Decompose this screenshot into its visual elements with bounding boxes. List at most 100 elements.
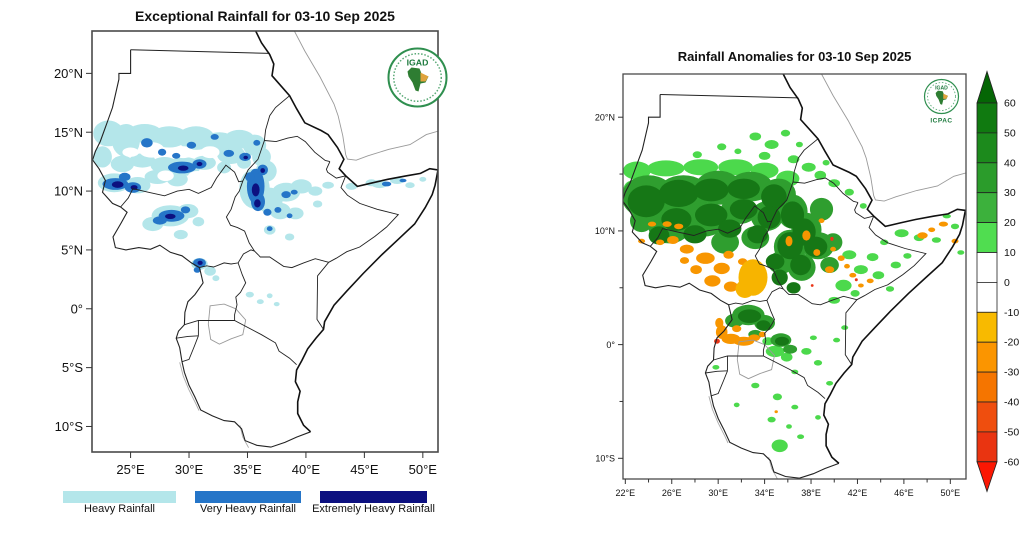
rain-blob [786, 424, 792, 429]
y-tick-label: 5°N [61, 242, 83, 257]
colorbar-tick-label: -20 [1004, 337, 1019, 349]
rain-blob [110, 155, 135, 173]
rain-blob [758, 331, 766, 338]
rain-blob [774, 410, 778, 414]
rain-blob [173, 229, 188, 240]
rain-blob [938, 221, 949, 227]
right-map-axes: 22°E 26°E 30°E 34°E 38°E 42°E 46°E 50°E 20°N 10°N… [595, 73, 967, 498]
colorbar-tick-label: 30 [1004, 187, 1016, 199]
right-map-borders [623, 74, 966, 479]
rain-blob [674, 223, 684, 230]
colorbar-tick-label: -10 [1004, 307, 1019, 319]
rain-blob [281, 191, 291, 199]
rain-blob [791, 404, 799, 410]
rain-blob [118, 172, 131, 181]
rain-blob [765, 253, 785, 270]
rain-blob [683, 225, 707, 244]
igad-region-highlight [943, 93, 948, 99]
africa-silhouette [407, 67, 429, 92]
rain-blob [204, 266, 216, 276]
rain-blob [748, 334, 760, 342]
rain-blob [853, 265, 868, 275]
rain-blob [399, 178, 407, 183]
rain-blob [679, 257, 690, 264]
colorbar-segment [976, 192, 998, 223]
colorbar-segment [976, 371, 998, 403]
x-tick-label: 30°E [175, 462, 204, 477]
colorbar-segment [976, 401, 998, 433]
rain-blob [260, 168, 266, 173]
rain-blob [747, 225, 768, 244]
rain-blob [274, 207, 282, 213]
africa-silhouette [935, 90, 948, 105]
rain-blob [93, 146, 112, 168]
rain-blob [713, 262, 730, 275]
rain-blob [802, 230, 811, 241]
rain-blob [256, 299, 264, 305]
rain-blob [756, 320, 771, 331]
y-tick-label: 15°N [54, 125, 83, 140]
colorbar-tick-label: 50 [1004, 127, 1016, 139]
colorbar-tick-label: -50 [1004, 426, 1019, 438]
rain-blob [783, 344, 798, 354]
rain-blob [844, 188, 854, 196]
rain-blob [810, 284, 814, 287]
rain-blob [251, 183, 260, 197]
rain-blob [712, 365, 720, 370]
rain-blob [245, 291, 254, 298]
rain-blob [804, 236, 828, 257]
legend-swatch [63, 491, 176, 503]
rain-blob [263, 208, 272, 216]
legend-swatch [195, 491, 301, 503]
rain-blob [734, 148, 742, 155]
x-tick-label: 42°E [848, 488, 868, 498]
rain-blob [254, 199, 261, 208]
rain-blob [723, 281, 738, 292]
rain-blob [814, 170, 827, 180]
rain-blob [186, 141, 197, 149]
rain-blob [841, 325, 849, 330]
rain-blob [165, 213, 176, 219]
rain-blob [718, 219, 742, 238]
rain-blob [266, 293, 273, 299]
colorbar-arrow-top [976, 70, 998, 104]
igad-logo-label: IGAD [407, 57, 429, 67]
legend-label: Heavy Rainfall [84, 503, 155, 515]
x-tick-label: 26°E [662, 488, 682, 498]
rain-blob [835, 279, 852, 292]
rain-blob [795, 141, 803, 148]
colorbar-arrow-bottom [976, 461, 998, 493]
rain-blob [825, 266, 835, 273]
rain-blob [735, 279, 755, 298]
rain-blob [200, 146, 220, 159]
rain-blob [623, 161, 651, 180]
colorbar-tick-label: 0 [1004, 277, 1010, 289]
rain-blob [854, 278, 858, 282]
icpac-logo-label: ICPAC [930, 118, 952, 125]
rain-blob [732, 325, 742, 333]
rain-blob [842, 250, 857, 260]
x-tick-label: 50°E [409, 462, 438, 477]
rain-blob [885, 286, 895, 292]
rain-blob [273, 302, 280, 307]
rain-blob [659, 179, 699, 207]
x-tick-label: 30°E [708, 488, 728, 498]
rain-blob [111, 181, 124, 188]
colorbar-segment [976, 252, 998, 283]
colorbar-tick-label: -40 [1004, 397, 1019, 409]
rain-blob [723, 250, 734, 259]
rain-blob [822, 159, 830, 166]
colorbar-segment [976, 222, 998, 253]
rain-blob [837, 255, 845, 261]
rain-blob [749, 132, 762, 141]
legend-label: Extremely Heavy Rainfall [312, 503, 435, 515]
rain-blob [850, 290, 860, 297]
rain-blob [266, 226, 273, 232]
rain-blob [122, 147, 139, 157]
rain-blob [813, 360, 823, 366]
rain-blob [787, 155, 800, 164]
rain-blob [704, 275, 721, 287]
y-tick-label: 5°S [62, 360, 83, 375]
y-tick-label: 0° [71, 301, 83, 316]
rain-blob [656, 239, 665, 246]
